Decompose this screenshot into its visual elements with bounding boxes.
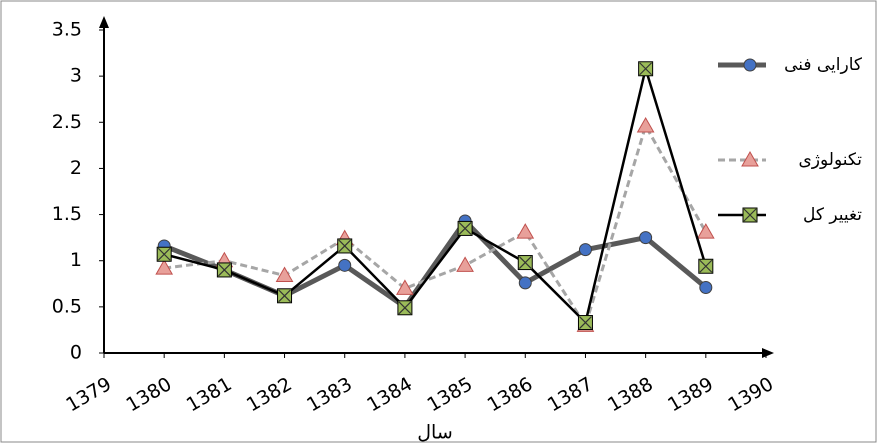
y-tick-label: 2.5: [52, 111, 82, 133]
y-tick-label: 2: [70, 157, 82, 179]
point: [579, 244, 591, 256]
legend-label: تغییر کل: [803, 205, 862, 225]
chart: سال 00.511.522.533.513791380138113821383…: [0, 0, 877, 443]
point: [700, 281, 712, 293]
point: [640, 232, 652, 244]
y-tick-label: 0.5: [52, 295, 82, 317]
y-tick-label: 0: [70, 342, 82, 364]
point: [339, 259, 351, 271]
legend-label: تکنولوژی: [798, 150, 862, 170]
y-tick-label: 3: [70, 65, 82, 87]
y-tick-label: 3.5: [52, 19, 82, 41]
y-tick-label: 1.5: [52, 203, 82, 225]
y-tick-label: 1: [70, 249, 82, 271]
legend-marker: [744, 59, 756, 71]
x-axis-label: سال: [417, 422, 453, 443]
point: [519, 277, 531, 289]
legend-label: کارایی فنی: [784, 55, 863, 75]
